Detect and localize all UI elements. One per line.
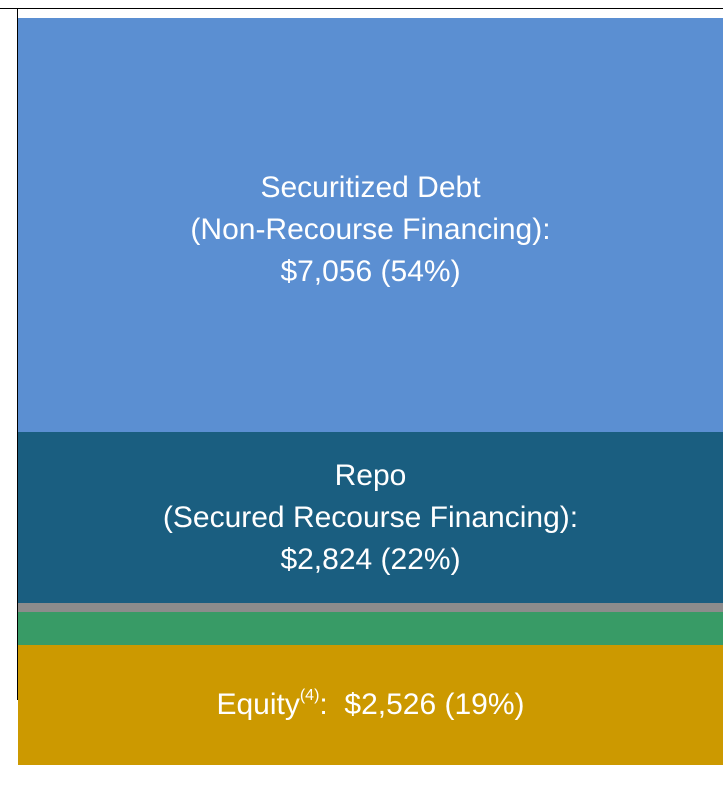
green-band xyxy=(18,612,723,645)
gray-band xyxy=(18,603,723,612)
equity-block: Equity(4): $2,526 (19%) xyxy=(18,645,723,765)
repo-block: Repo (Secured Recourse Financing): $2,82… xyxy=(18,432,723,603)
securitized-debt-block: Securitized Debt (Non-Recourse Financing… xyxy=(18,18,723,432)
block-line: $2,824 (22%) xyxy=(280,542,461,576)
block-line: $7,056 (54%) xyxy=(280,255,461,288)
block-line: Equity(4): $2,526 (19%) xyxy=(216,684,524,726)
block-line: (Non-Recourse Financing): xyxy=(190,213,551,246)
top-rule xyxy=(0,8,723,9)
equity-label: Equity xyxy=(216,688,300,721)
footnote: (4) xyxy=(299,687,320,704)
block-line: Repo xyxy=(334,458,407,492)
equity-amount: : $2,526 (19%) xyxy=(319,688,525,721)
block-line: (Secured Recourse Financing): xyxy=(162,500,579,534)
block-line: Securitized Debt xyxy=(260,171,481,204)
left-rule xyxy=(17,8,18,700)
